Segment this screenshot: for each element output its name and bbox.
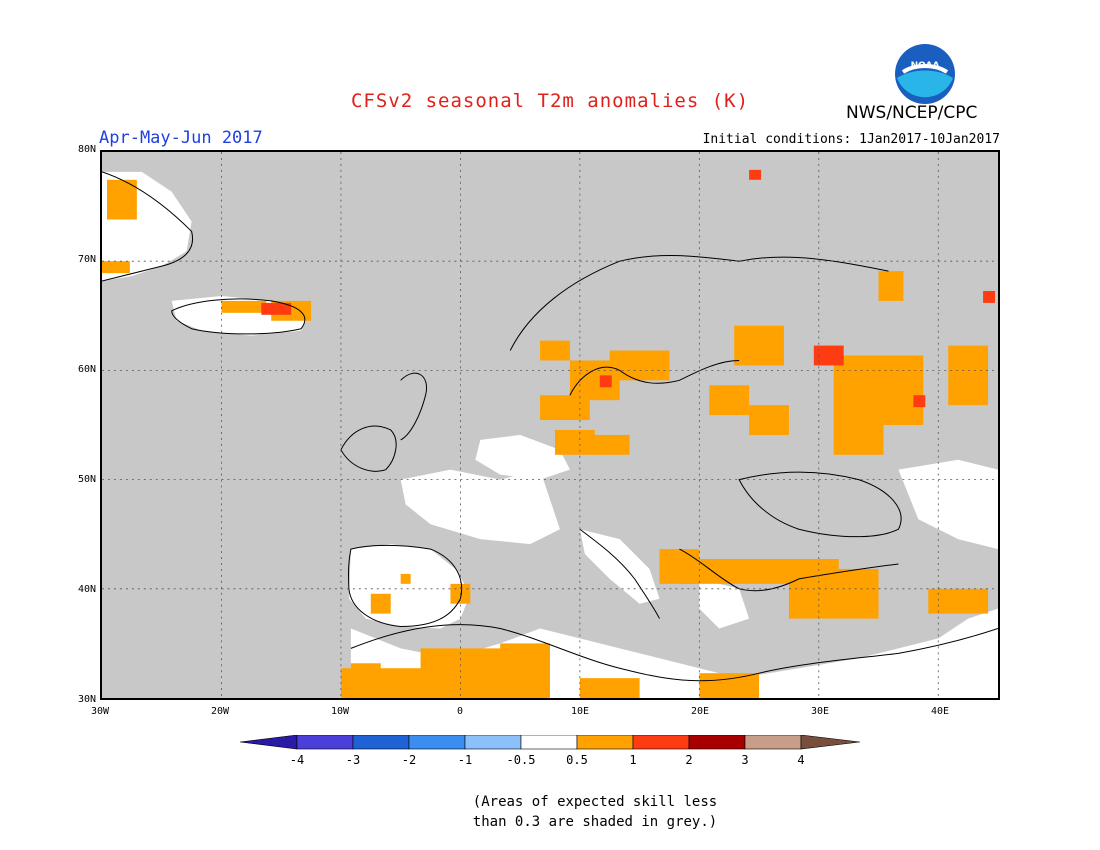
lat-label-30n: 30N xyxy=(77,694,96,705)
colorbar-label: -1 xyxy=(457,753,473,767)
strong-anomaly-areas xyxy=(261,169,996,408)
colorbar-bin-8 xyxy=(688,735,746,750)
noaa-logo: NOAA xyxy=(893,42,957,106)
positive-anomaly-areas xyxy=(102,179,989,698)
colorbar-bin-3 xyxy=(408,735,466,750)
colorbar-label: -3 xyxy=(345,753,361,767)
graticule xyxy=(102,152,998,698)
chart-title: CFSv2 seasonal T2m anomalies (K) xyxy=(350,90,750,112)
coastlines xyxy=(102,171,998,682)
colorbar-label: 4 xyxy=(797,753,805,767)
initial-conditions-label: Initial conditions: 1Jan2017-10Jan2017 xyxy=(702,132,1000,147)
colorbar-label: 2 xyxy=(685,753,693,767)
skill-footnote: (Areas of expected skill less than 0.3 a… xyxy=(0,792,1100,832)
colorbar-label: 1 xyxy=(629,753,637,767)
colorbar-bin-2 xyxy=(352,735,410,750)
lon-label-10e: 10E xyxy=(570,706,590,717)
lat-label-70n: 70N xyxy=(77,254,96,265)
lon-label-20e: 20E xyxy=(690,706,710,717)
colorbar-arrow-high xyxy=(800,735,860,750)
colorbar-bin-1 xyxy=(296,735,354,750)
colorbar-label: 3 xyxy=(741,753,749,767)
svg-text:NOAA: NOAA xyxy=(911,61,940,71)
colorbar xyxy=(240,735,860,750)
organization-label: NWS/NCEP/CPC xyxy=(846,103,978,123)
lon-label-40e: 40E xyxy=(930,706,950,717)
colorbar-label: -0.5 xyxy=(506,753,536,767)
lon-label-30e: 30E xyxy=(810,706,830,717)
colorbar-bin-7 xyxy=(632,735,690,750)
colorbar-label: -2 xyxy=(401,753,417,767)
colorbar-label: 0.5 xyxy=(566,753,588,767)
footnote-line-2: than 0.3 are shaded in grey.) xyxy=(472,814,718,830)
lon-label-30w: 30W xyxy=(90,706,110,717)
colorbar-arrow-low xyxy=(240,735,298,750)
lon-label-20w: 20W xyxy=(210,706,230,717)
season-label: Apr-May-Jun 2017 xyxy=(99,128,263,148)
lat-label-50n: 50N xyxy=(77,474,96,485)
colorbar-bin-9 xyxy=(744,735,802,750)
colorbar-bin-6 xyxy=(576,735,634,750)
anomaly-map xyxy=(100,150,1000,700)
lat-label-80n: 80N xyxy=(77,144,96,155)
colorbar-bin-4 xyxy=(464,735,522,750)
colorbar-bin-5 xyxy=(520,735,578,750)
lon-label-10w: 10W xyxy=(330,706,350,717)
lat-label-40n: 40N xyxy=(77,584,96,595)
lon-label-0: 0 xyxy=(456,706,464,717)
footnote-line-1: (Areas of expected skill less xyxy=(472,794,718,810)
lat-label-60n: 60N xyxy=(77,364,96,375)
colorbar-label: -4 xyxy=(289,753,305,767)
